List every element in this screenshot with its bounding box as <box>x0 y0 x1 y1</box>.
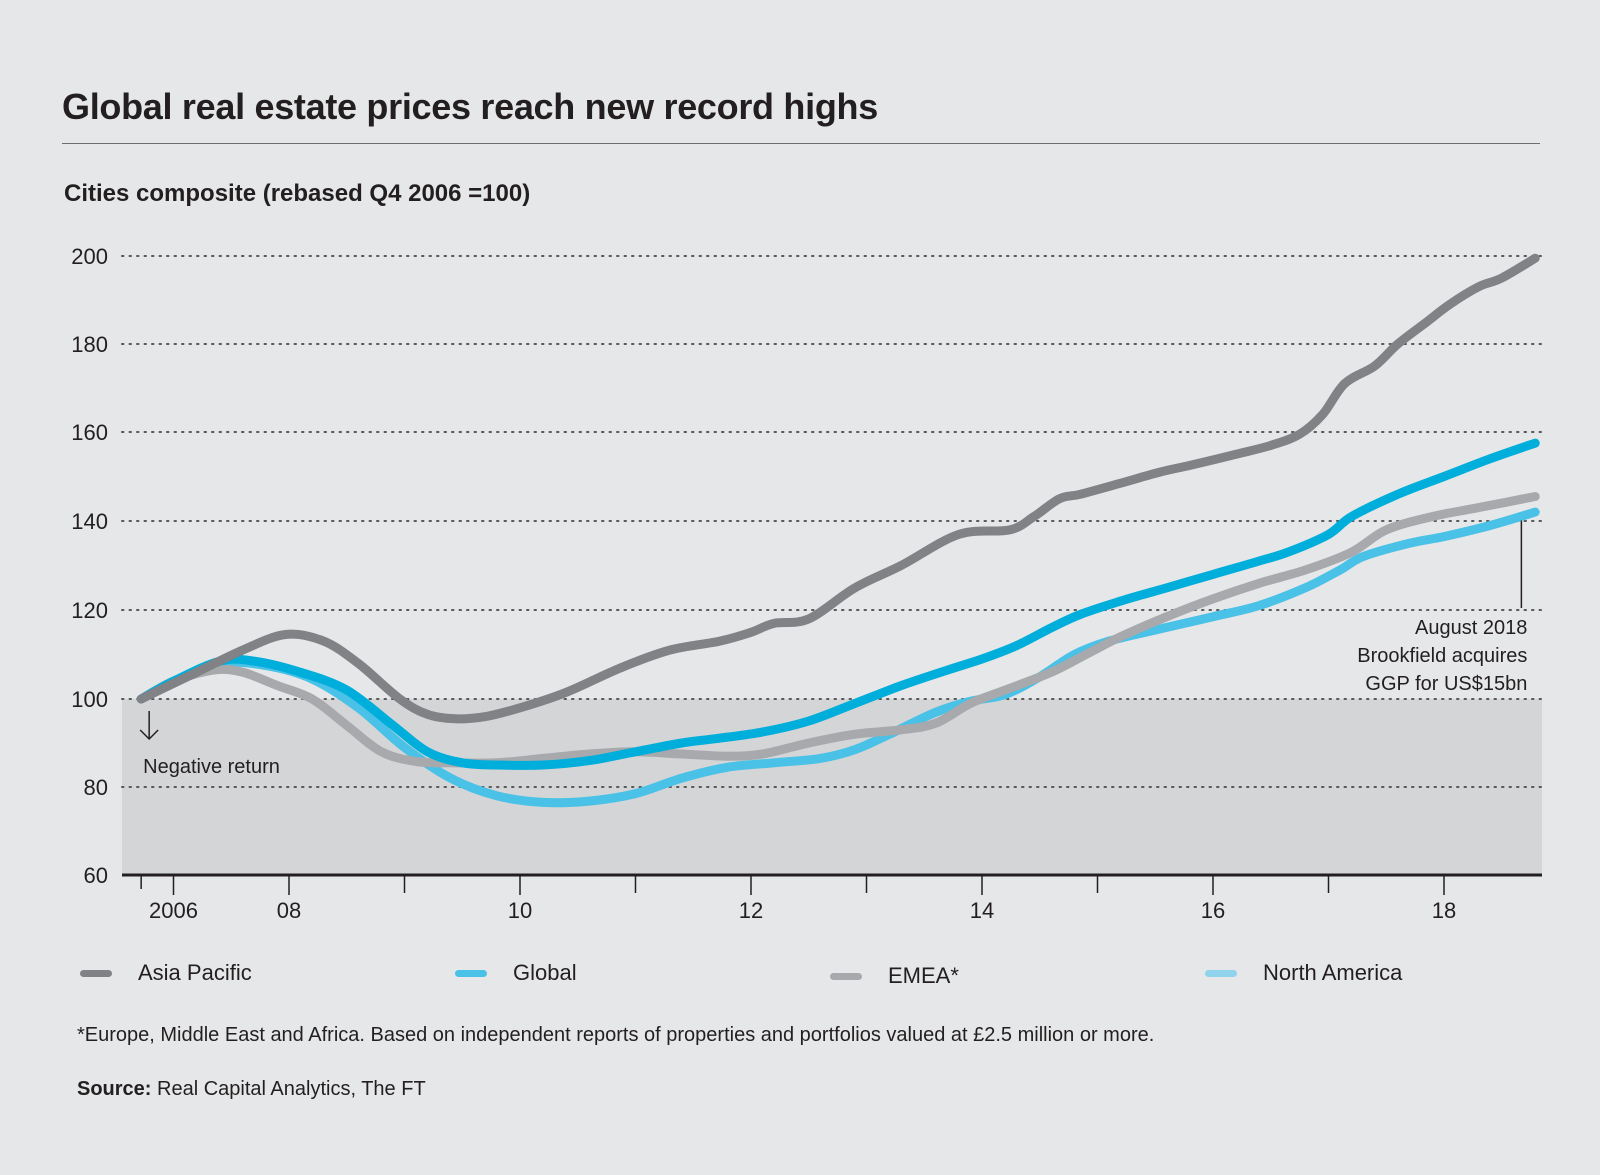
x-tick-label: 14 <box>970 898 994 923</box>
x-tick-label: 08 <box>277 898 301 923</box>
chart-title: Global real estate prices reach new reco… <box>62 86 878 127</box>
series-line-north-america <box>136 507 1540 808</box>
negative-return-region <box>122 699 1542 875</box>
y-tick-label: 180 <box>71 332 108 357</box>
legend-label: EMEA* <box>888 963 959 988</box>
footnote: *Europe, Middle East and Africa. Based o… <box>77 1024 1155 1046</box>
legend-swatch-global <box>455 969 487 977</box>
legend-swatch-emea <box>830 972 862 980</box>
x-tick-label: 2006 <box>149 898 198 923</box>
y-tick-label: 140 <box>71 509 108 534</box>
series-line-asia-pacific <box>136 253 1540 724</box>
legend-item-emea: EMEA* <box>830 963 959 989</box>
x-tick-label: 12 <box>739 898 763 923</box>
y-tick-label: 120 <box>71 598 108 623</box>
series-line-global <box>136 438 1540 770</box>
source-label: Source: <box>77 1078 152 1100</box>
legend-swatch-asia-pacific <box>80 969 112 977</box>
legend-label: North America <box>1263 960 1403 985</box>
y-tick-label: 80 <box>84 775 108 800</box>
y-tick-label: 60 <box>84 863 108 888</box>
y-tick-label: 100 <box>71 687 108 712</box>
source-text: Real Capital Analytics, The FT <box>151 1078 426 1100</box>
legend-label: Asia Pacific <box>138 960 252 985</box>
title-divider <box>62 143 1540 144</box>
brookfield-annotation-line: GGP for US$15bn <box>1365 673 1527 695</box>
x-tick-label: 18 <box>1432 898 1456 923</box>
brookfield-annotation-line: August 2018 <box>1415 617 1527 639</box>
x-tick-label: 10 <box>508 898 532 923</box>
legend-item-asia-pacific: Asia Pacific <box>80 960 252 986</box>
legend: Asia Pacific Global EMEA* North America <box>0 960 1600 990</box>
brookfield-annotation-line: Brookfield acquires <box>1357 645 1527 667</box>
y-tick-label: 200 <box>71 244 108 269</box>
legend-item-global: Global <box>455 960 577 986</box>
negative-return-label: Negative return <box>143 756 280 778</box>
source-note: Source: Real Capital Analytics, The FT <box>77 1078 426 1101</box>
line-chart: 200 180 160 140 120 100 80 60 2006 08 10 12 14 16 18 Ne… <box>71 244 1543 923</box>
chart-subtitle: Cities composite (rebased Q4 2006 =100) <box>64 180 531 207</box>
series-line-emea <box>136 492 1540 768</box>
y-tick-label: 160 <box>71 420 108 445</box>
down-arrow-icon-head <box>139 729 159 741</box>
legend-label: Global <box>513 960 577 985</box>
legend-swatch-north-america <box>1205 969 1237 977</box>
x-tick-label: 16 <box>1201 898 1225 923</box>
legend-item-north-america: North America <box>1205 960 1402 986</box>
